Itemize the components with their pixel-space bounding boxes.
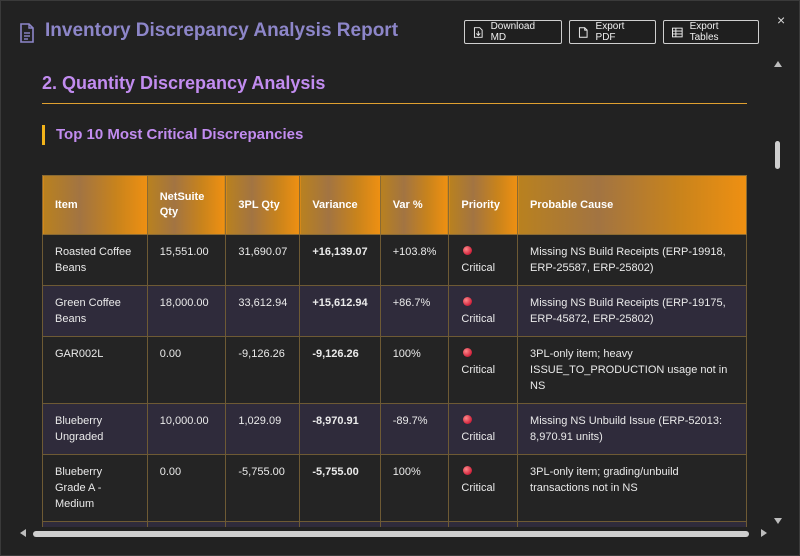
cell-variance: -8,970.91: [300, 404, 380, 455]
cell-netsuite-qty: 18,000.00: [147, 286, 226, 337]
download-md-label: Download MD: [491, 21, 551, 43]
critical-dot-icon: [463, 348, 472, 357]
column-header-item: Item: [43, 176, 148, 235]
table-row: Green Coffee Beans 18,000.00 33,612.94 +…: [43, 286, 747, 337]
cell-probable-cause: Missing NS Build Receipts (ERP-19918, ER…: [518, 235, 747, 286]
document-icon: [19, 23, 35, 43]
cell-probable-cause: 3PL-only item; grading/unbuild transacti…: [518, 455, 747, 522]
column-header-3pl-qty: 3PL Qty: [226, 176, 300, 235]
export-tables-button[interactable]: Export Tables: [663, 20, 759, 44]
cell-probable-cause: 3PL-only item; heavy ISSUE_TO_PRODUCTION…: [518, 337, 747, 404]
download-md-button[interactable]: Download MD: [464, 20, 562, 44]
cell-priority: Critical: [449, 235, 518, 286]
table-row: Blueberry Grade A - Medium 0.00 -5,755.0…: [43, 455, 747, 522]
cell-var-pct: 100%: [380, 455, 449, 522]
table-row: Roasted Coffee Beans 15,551.00 31,690.07…: [43, 235, 747, 286]
cell-priority: [449, 522, 518, 528]
cell-item: Blueberry Ungraded: [43, 404, 148, 455]
cell-variance: [300, 522, 380, 528]
priority-label: Critical: [461, 482, 495, 494]
critical-dot-icon: [463, 415, 472, 424]
cell-item: [43, 522, 148, 528]
discrepancy-table: Item NetSuite Qty 3PL Qty Variance Var %…: [42, 175, 747, 527]
cell-item: Green Coffee Beans: [43, 286, 148, 337]
section-title: 2. Quantity Discrepancy Analysis: [42, 73, 325, 94]
vertical-scroll-thumb[interactable]: [775, 141, 780, 169]
cell-priority: Critical: [449, 286, 518, 337]
cell-variance: -5,755.00: [300, 455, 380, 522]
cell-3pl-qty: [226, 522, 300, 528]
scroll-right-arrow-icon[interactable]: [761, 529, 767, 537]
section-divider: [42, 103, 747, 104]
download-icon: [473, 27, 484, 38]
horizontal-scrollbar[interactable]: [19, 529, 769, 539]
export-tables-label: Export Tables: [690, 21, 748, 43]
title-bar: Inventory Discrepancy Analysis Report Do…: [1, 1, 800, 63]
close-icon[interactable]: ×: [777, 12, 785, 28]
cell-3pl-qty: 31,690.07: [226, 235, 300, 286]
column-header-probable-cause: Probable Cause: [518, 176, 747, 235]
scroll-left-arrow-icon[interactable]: [20, 529, 26, 537]
subsection-title: Top 10 Most Critical Discrepancies: [56, 126, 303, 143]
report-title: Inventory Discrepancy Analysis Report: [45, 20, 398, 42]
table-row: [43, 522, 747, 528]
cell-item: Roasted Coffee Beans: [43, 235, 148, 286]
cell-3pl-qty: -9,126.26: [226, 337, 300, 404]
critical-dot-icon: [463, 466, 472, 475]
cell-priority: Critical: [449, 337, 518, 404]
export-pdf-button[interactable]: Export PDF: [569, 20, 656, 44]
cell-probable-cause: Missing NS Unbuild Issue (ERP-52013: 8,9…: [518, 404, 747, 455]
cell-priority: Critical: [449, 404, 518, 455]
report-content: 2. Quantity Discrepancy Analysis Top 10 …: [1, 63, 767, 527]
subtitle-accent-bar: [42, 125, 45, 145]
vertical-scrollbar[interactable]: [767, 63, 789, 527]
cell-item: GAR002L: [43, 337, 148, 404]
column-header-var-pct: Var %: [380, 176, 449, 235]
cell-netsuite-qty: [147, 522, 226, 528]
scroll-up-arrow-icon[interactable]: [774, 61, 782, 67]
priority-label: Critical: [461, 364, 495, 376]
priority-label: Critical: [461, 313, 495, 325]
critical-dot-icon: [463, 297, 472, 306]
file-export-icon: [578, 27, 589, 38]
cell-variance: +15,612.94: [300, 286, 380, 337]
cell-var-pct: +86.7%: [380, 286, 449, 337]
column-header-netsuite-qty: NetSuite Qty: [147, 176, 226, 235]
cell-netsuite-qty: 15,551.00: [147, 235, 226, 286]
cell-netsuite-qty: 0.00: [147, 455, 226, 522]
cell-var-pct: -89.7%: [380, 404, 449, 455]
cell-netsuite-qty: 0.00: [147, 337, 226, 404]
priority-label: Critical: [461, 431, 495, 443]
horizontal-scroll-thumb[interactable]: [33, 531, 749, 537]
cell-3pl-qty: 33,612.94: [226, 286, 300, 337]
cell-probable-cause: Missing NS Build Receipts (ERP-19175, ER…: [518, 286, 747, 337]
priority-label: Critical: [461, 262, 495, 274]
table-row: Blueberry Ungraded 10,000.00 1,029.09 -8…: [43, 404, 747, 455]
scroll-down-arrow-icon[interactable]: [774, 518, 782, 524]
cell-3pl-qty: -5,755.00: [226, 455, 300, 522]
cell-variance: -9,126.26: [300, 337, 380, 404]
cell-probable-cause: [518, 522, 747, 528]
critical-dot-icon: [463, 246, 472, 255]
column-header-priority: Priority: [449, 176, 518, 235]
cell-priority: Critical: [449, 455, 518, 522]
table-header-row: Item NetSuite Qty 3PL Qty Variance Var %…: [43, 176, 747, 235]
column-header-variance: Variance: [300, 176, 380, 235]
cell-variance: +16,139.07: [300, 235, 380, 286]
table-icon: [672, 27, 683, 38]
cell-var-pct: +103.8%: [380, 235, 449, 286]
export-pdf-label: Export PDF: [596, 21, 645, 43]
cell-var-pct: [380, 522, 449, 528]
table-row: GAR002L 0.00 -9,126.26 -9,126.26 100% Cr…: [43, 337, 747, 404]
cell-netsuite-qty: 10,000.00: [147, 404, 226, 455]
cell-var-pct: 100%: [380, 337, 449, 404]
cell-3pl-qty: 1,029.09: [226, 404, 300, 455]
cell-item: Blueberry Grade A - Medium: [43, 455, 148, 522]
